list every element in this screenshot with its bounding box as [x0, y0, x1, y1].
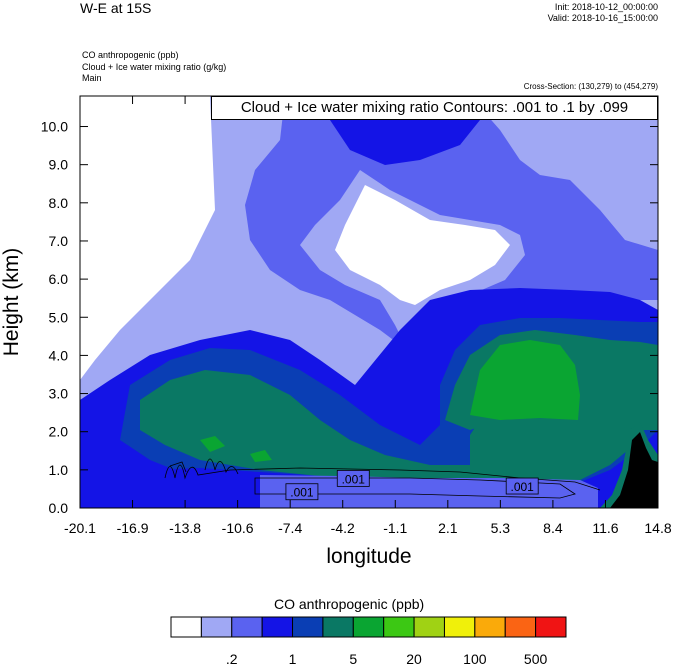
x-tick-label: -13.8 [169, 520, 201, 536]
colorbar-label: 100 [463, 651, 487, 667]
field-label-cloud: Cloud + Ice water mixing ratio (g/kg) [82, 62, 227, 72]
field-label-main: Main [82, 73, 102, 83]
colorbar-swatch [443, 616, 476, 638]
colorbar-swatch [200, 616, 233, 638]
colorbar-label: .2 [225, 651, 238, 667]
contour-info-box: Cloud + Ice water mixing ratio Contours:… [211, 96, 658, 120]
colorbar-swatch [261, 616, 294, 638]
colorbar-swatch [413, 616, 445, 638]
co-shading [80, 96, 658, 508]
y-tick-label: 1.0 [49, 462, 69, 478]
colorbar-swatch [231, 616, 263, 638]
x-tick-label: 8.4 [543, 520, 563, 536]
x-tick-label: 14.8 [644, 520, 671, 536]
x-tick-label: -10.6 [222, 520, 254, 536]
contour-label-box [336, 469, 370, 487]
colorbar-swatch [383, 616, 415, 638]
colorbar-swatch [352, 616, 385, 638]
init-time: Init: 2018-10-12_00:00:00 [554, 2, 658, 12]
cross-section-label: Cross-Section: (130,279) to (454,279) [523, 82, 658, 91]
y-tick-label: 8.0 [49, 195, 69, 211]
x-tick-label: -16.9 [117, 520, 149, 536]
contour-label: .001 [290, 486, 314, 500]
y-tick-label: 4.0 [49, 347, 69, 363]
contour-label: .001 [342, 472, 366, 486]
x-tick-label: -1.1 [383, 520, 407, 536]
x-axis-label: longitude [326, 545, 411, 568]
field-label-co: CO anthropogenic (ppb) [82, 50, 179, 60]
x-tick-label: -20.1 [64, 520, 96, 536]
y-tick-label: 2.0 [49, 424, 69, 440]
chart-title: W-E at 15S [80, 0, 152, 16]
valid-time: Valid: 2018-10-16_15:00:00 [547, 13, 658, 23]
y-axis-label: Height (km) [0, 248, 23, 357]
x-tick-label: 11.6 [592, 520, 618, 536]
x-tick-label: 5.3 [491, 520, 511, 536]
contour-label: .001 [511, 480, 535, 494]
colorbar-swatch [535, 616, 567, 638]
x-tick-label: -7.4 [278, 520, 302, 536]
colorbar-label: 20 [406, 651, 422, 667]
y-axis: 0.0 1.0 2.0 3.0 4.0 5.0 6.0 7.0 8.0 9.0 10.0 [41, 119, 658, 516]
contour-label-group: .001 .001 .001 [285, 469, 539, 501]
x-tick-label: -4.2 [331, 520, 355, 536]
y-tick-label: 3.0 [49, 386, 69, 402]
colorbar-title: CO anthropogenic (ppb) [274, 596, 425, 612]
x-tick-label: 2.1 [438, 520, 458, 536]
colorbar-swatch [170, 616, 202, 638]
x-axis: -20.1 -16.9 -13.8 -10.6 -7.4 -4.2 -1.1 2.1 5.3 8.… [64, 96, 672, 536]
colorbar-swatch [292, 616, 324, 638]
colorbar-label: 1 [288, 651, 297, 667]
colorbar-swatch [504, 616, 537, 638]
y-tick-label: 9.0 [49, 157, 69, 173]
y-tick-label: 6.0 [49, 271, 69, 287]
colorbar-label: 500 [523, 651, 548, 667]
colorbar [170, 616, 567, 638]
colorbar-swatch [474, 616, 506, 638]
contour-label-box [505, 477, 539, 495]
y-tick-label: 0.0 [49, 500, 69, 516]
y-tick-label: 7.0 [49, 233, 69, 249]
contour-label-box [285, 483, 319, 501]
colorbar-label: 5 [349, 651, 358, 667]
colorbar-swatch [322, 616, 354, 638]
y-tick-label: 5.0 [49, 309, 69, 325]
y-tick-label: 10.0 [41, 119, 68, 135]
